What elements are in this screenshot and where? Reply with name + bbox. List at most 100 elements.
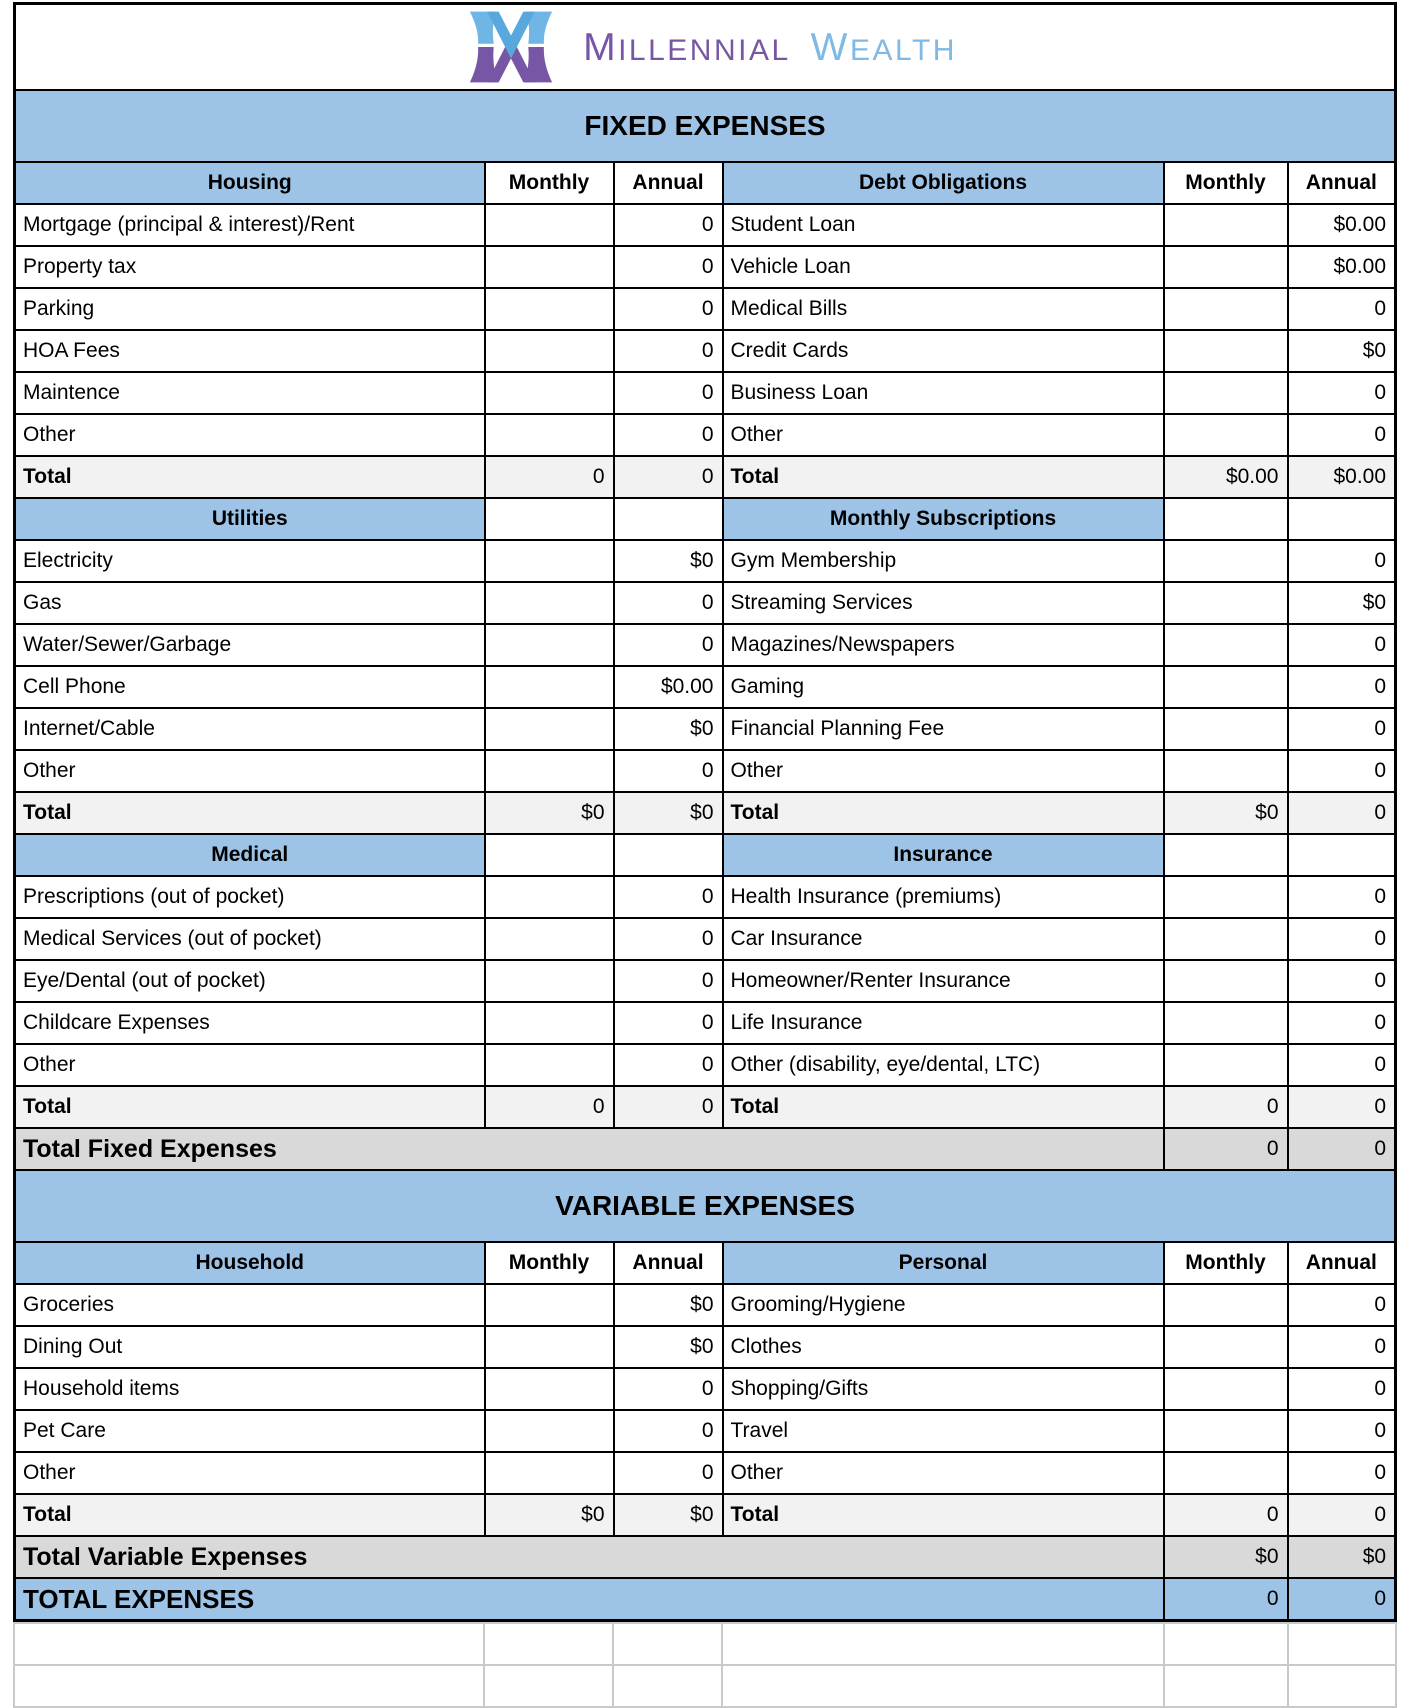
total-annual[interactable]: $0 [612, 1493, 724, 1537]
cell-annual[interactable]: 0 [1286, 623, 1397, 667]
empty-cell[interactable] [1162, 1622, 1289, 1666]
cell-annual[interactable]: 0 [1286, 875, 1397, 919]
cell-annual[interactable]: 0 [612, 1043, 724, 1087]
total-annual[interactable]: 0 [612, 455, 724, 499]
cell-annual[interactable]: 0 [612, 623, 724, 667]
cell-annual[interactable]: $0 [612, 539, 724, 583]
cell-annual[interactable]: 0 [1286, 1367, 1397, 1411]
cell-monthly[interactable] [1162, 245, 1289, 289]
total-monthly[interactable]: $0 [483, 1493, 615, 1537]
cell-monthly[interactable] [483, 707, 615, 751]
total-monthly[interactable]: $0 [1162, 791, 1289, 835]
cell-annual[interactable]: 0 [612, 245, 724, 289]
cell-monthly[interactable] [483, 1001, 615, 1045]
grand-total-fixed-annual[interactable]: 0 [1286, 1127, 1397, 1171]
cell-annual[interactable]: 0 [1286, 1451, 1397, 1495]
cell-monthly[interactable] [1162, 413, 1289, 457]
cell-monthly[interactable] [1162, 203, 1289, 247]
total-expenses-annual[interactable]: 0 [1286, 1577, 1397, 1622]
cell-monthly[interactable] [1162, 749, 1289, 793]
empty-cell[interactable] [1286, 1622, 1398, 1666]
total-expenses-monthly[interactable]: 0 [1162, 1577, 1289, 1622]
cell-monthly[interactable] [483, 1043, 615, 1087]
total-annual[interactable]: 0 [612, 1085, 724, 1129]
empty-cell[interactable] [612, 1664, 724, 1708]
cell-monthly[interactable] [483, 581, 615, 625]
cell-monthly[interactable] [483, 1325, 615, 1369]
cell-annual[interactable]: 0 [612, 203, 724, 247]
cell-monthly[interactable] [483, 959, 615, 1003]
cell-monthly[interactable] [1162, 707, 1289, 751]
total-monthly[interactable]: 0 [483, 1085, 615, 1129]
cell-monthly[interactable] [483, 623, 615, 667]
cell-monthly[interactable] [483, 1451, 615, 1495]
empty-cell[interactable] [483, 1622, 615, 1666]
cell-monthly[interactable] [1162, 959, 1289, 1003]
total-monthly[interactable]: 0 [483, 455, 615, 499]
total-annual[interactable]: $0.00 [1286, 455, 1397, 499]
cell-annual[interactable]: 0 [612, 329, 724, 373]
cell-annual[interactable]: $0 [612, 1325, 724, 1369]
cell-annual[interactable]: 0 [1286, 1283, 1397, 1327]
cell-monthly[interactable] [483, 917, 615, 961]
cell-monthly[interactable] [1162, 623, 1289, 667]
cell-monthly[interactable] [1162, 329, 1289, 373]
total-monthly[interactable]: $0.00 [1162, 455, 1289, 499]
cell-annual[interactable]: 0 [1286, 1043, 1397, 1087]
cell-annual[interactable]: 0 [612, 1001, 724, 1045]
empty-cell[interactable] [483, 1664, 615, 1708]
cell-annual[interactable]: $0.00 [1286, 203, 1397, 247]
cell-monthly[interactable] [483, 1283, 615, 1327]
cell-monthly[interactable] [483, 1409, 615, 1453]
cell-monthly[interactable] [1162, 287, 1289, 331]
cell-monthly[interactable] [483, 539, 615, 583]
empty-cell[interactable] [12, 1664, 486, 1708]
cell-monthly[interactable] [483, 203, 615, 247]
cell-monthly[interactable] [1162, 1325, 1289, 1369]
cell-monthly[interactable] [1162, 1409, 1289, 1453]
total-annual[interactable]: $0 [612, 791, 724, 835]
cell-annual[interactable]: 0 [1286, 539, 1397, 583]
cell-annual[interactable]: $0 [1286, 329, 1397, 373]
grand-total-variable-annual[interactable]: $0 [1286, 1535, 1397, 1579]
total-annual[interactable]: 0 [1286, 1085, 1397, 1129]
cell-monthly[interactable] [1162, 1367, 1289, 1411]
cell-annual[interactable]: 0 [612, 875, 724, 919]
cell-monthly[interactable] [483, 749, 615, 793]
cell-annual[interactable]: 0 [1286, 413, 1397, 457]
cell-annual[interactable]: 0 [612, 749, 724, 793]
cell-annual[interactable]: 0 [612, 1409, 724, 1453]
cell-monthly[interactable] [483, 413, 615, 457]
cell-annual[interactable]: 0 [1286, 959, 1397, 1003]
cell-annual[interactable]: $0 [1286, 581, 1397, 625]
total-monthly[interactable]: 0 [1162, 1493, 1289, 1537]
cell-monthly[interactable] [483, 329, 615, 373]
cell-annual[interactable]: $0.00 [1286, 245, 1397, 289]
grand-total-variable-monthly[interactable]: $0 [1162, 1535, 1289, 1579]
cell-annual[interactable]: $0.00 [612, 665, 724, 709]
cell-annual[interactable]: 0 [612, 917, 724, 961]
cell-monthly[interactable] [1162, 1043, 1289, 1087]
empty-cell[interactable] [12, 1622, 486, 1666]
cell-monthly[interactable] [483, 371, 615, 415]
cell-annual[interactable]: 0 [612, 581, 724, 625]
cell-monthly[interactable] [483, 665, 615, 709]
cell-monthly[interactable] [1162, 539, 1289, 583]
grand-total-fixed-monthly[interactable]: 0 [1162, 1127, 1289, 1171]
cell-annual[interactable]: 0 [1286, 1409, 1397, 1453]
cell-annual[interactable]: 0 [612, 1367, 724, 1411]
cell-monthly[interactable] [483, 875, 615, 919]
empty-cell[interactable] [1286, 1664, 1398, 1708]
cell-annual[interactable]: 0 [612, 371, 724, 415]
cell-monthly[interactable] [483, 287, 615, 331]
cell-monthly[interactable] [1162, 1001, 1289, 1045]
cell-annual[interactable]: 0 [1286, 917, 1397, 961]
empty-cell[interactable] [612, 1622, 724, 1666]
cell-monthly[interactable] [483, 1367, 615, 1411]
cell-annual[interactable]: 0 [1286, 707, 1397, 751]
cell-monthly[interactable] [1162, 917, 1289, 961]
cell-monthly[interactable] [1162, 371, 1289, 415]
empty-cell[interactable] [721, 1664, 1165, 1708]
cell-annual[interactable]: 0 [612, 959, 724, 1003]
cell-annual[interactable]: $0 [612, 1283, 724, 1327]
